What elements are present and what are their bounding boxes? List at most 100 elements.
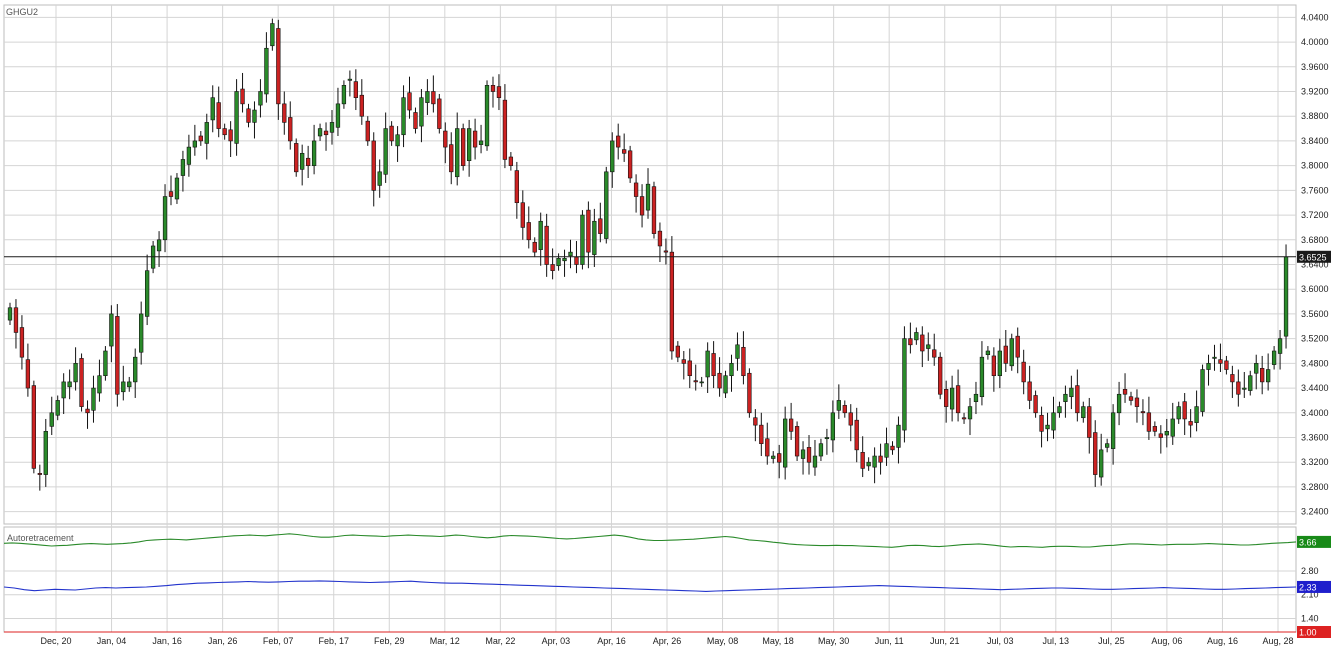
date-tick-label: Apr, 26 [653,636,682,646]
candle-up [699,381,704,384]
candle-up [210,97,215,121]
candle-up [1099,449,1104,478]
candle-up [264,47,269,95]
candle-up [300,152,305,170]
candle-down [1152,426,1158,432]
candle-up [705,350,710,378]
date-tick-label: Jan, 16 [152,636,182,646]
candle-up [192,140,197,148]
candle-up [419,97,424,127]
candle-up [174,177,180,200]
candle-up [49,412,54,427]
candle-up [61,381,66,399]
indicator-value-badge [1297,626,1331,638]
candle-down [586,209,591,253]
candle-up [1283,256,1289,337]
candle-down [860,452,865,469]
candle-down [31,385,36,469]
candle-up [1057,406,1062,414]
candle-down [228,129,233,142]
candle-up [1110,412,1116,449]
candle-up [317,128,323,137]
candle-down [717,372,722,389]
date-axis: Dec, 20 Jan, 04 Jan, 16 Jan, 26 Feb, 07 Feb, … [40,636,1293,646]
candle-up [914,332,919,341]
candle-up [604,171,609,239]
candle-up [1266,369,1271,383]
candle-down [532,241,537,253]
candlestick-series [4,18,1296,491]
price-tick-label: 3.3600 [1301,433,1329,443]
candle-down [1260,367,1265,383]
candle-down [25,359,31,389]
candle-up [896,424,901,448]
candle-down [1230,374,1235,383]
candle-up [270,23,275,47]
candle-up [478,140,484,145]
candle-down [788,418,794,432]
candle-down [651,186,657,234]
candle-down [1015,335,1020,358]
candle-down [693,380,698,383]
candle-down [216,102,221,129]
candle-up [556,258,561,267]
candle-up [800,449,806,459]
candle-up [967,406,973,420]
candle-up [610,140,615,173]
candle-down [19,327,25,358]
indicator-panel-frame [3,526,1297,633]
price-tick-label: 3.5600 [1301,309,1329,319]
candle-up [311,140,317,166]
candle-down [1224,360,1229,370]
price-tick-label: 3.4400 [1301,383,1329,393]
candle-up [109,313,114,347]
candle-down [622,149,627,154]
date-tick-label: Apr, 03 [542,636,571,646]
candle-up [204,122,209,144]
candle-down [741,346,746,377]
price-tick-label: 3.8000 [1301,161,1329,171]
candle-down [323,130,329,136]
candle-up [1176,406,1181,420]
candle-down [669,251,675,352]
candle-up [401,97,406,136]
candle-up [830,412,836,441]
candle-up [133,356,138,383]
price-tick-label: 4.0000 [1301,37,1329,47]
candle-down [168,191,174,197]
candle-down [908,338,913,346]
candle-up [484,85,490,147]
candle-down [759,424,764,444]
candle-up [729,363,734,377]
last-price-label: 3.6525 [1299,252,1327,262]
candle-down [890,445,895,451]
indicator-value-badge [1297,580,1331,593]
price-tick-label: 3.6800 [1301,235,1329,245]
candle-down [747,372,752,414]
candle-down [878,455,883,463]
candle-down [675,345,680,358]
candle-up [1051,412,1056,431]
candle-up [973,393,979,402]
candle-up [735,344,740,359]
candle-up [1271,350,1277,365]
candle-down [294,143,299,173]
candle-up [866,461,871,467]
indicator-value-label: 2.33 [1299,582,1317,592]
candle-up [383,128,388,175]
candle-down [574,256,579,265]
price-tick-label: 3.2400 [1301,507,1329,517]
date-tick-label: May, 30 [818,636,849,646]
candle-down [437,98,442,129]
candle-down [1128,396,1134,401]
candle-down [765,438,770,457]
candle-down [407,92,412,111]
date-tick-label: Apr, 16 [597,636,626,646]
date-tick-label: Feb, 17 [318,636,349,646]
candle-up [979,356,985,398]
date-tick-label: Jul, 03 [987,636,1014,646]
candle-down [1140,411,1146,414]
candle-up [97,375,102,394]
candle-up [723,375,728,394]
